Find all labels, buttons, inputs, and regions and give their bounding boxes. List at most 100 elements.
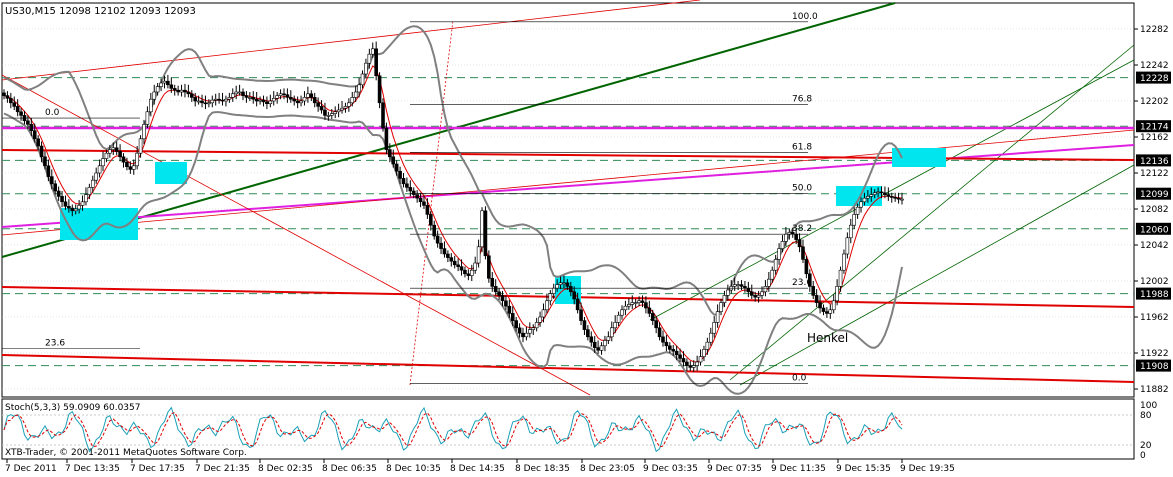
candle-body [220,99,225,102]
candle-body [63,201,68,207]
candle-body [46,165,51,177]
candle-body [94,172,98,181]
x-tick-label: 9 Dec 19:35 [900,464,955,474]
candle-body [685,361,689,366]
candle-body [43,156,47,167]
candle-body [613,322,617,329]
price-level-box [1136,120,1171,133]
candle-body [708,332,713,343]
candle-body [418,197,423,203]
candle-body [732,284,737,287]
candle-body [435,235,440,244]
candle-body [869,194,874,197]
stoch-axis-label: 20 [1140,441,1152,451]
main-panel [1,2,1135,398]
highlight-boxes [60,148,946,304]
candle-body [480,210,484,248]
price-level-label: 12174 [1140,123,1169,133]
candle-body [26,120,30,125]
candle-body [572,291,577,300]
candle-body [900,198,904,201]
candle-body [773,259,778,271]
candle-body [446,253,450,258]
candle-body [442,248,447,255]
candle-body [586,329,590,338]
candle-body [227,97,232,100]
candle-body [360,73,365,86]
candle-body [36,138,40,147]
candle-body [275,95,279,99]
candle-body [278,93,283,96]
candle-body [784,233,788,242]
price-level-box [1136,154,1171,167]
candle-body [408,187,413,192]
candle-body [121,156,126,163]
candle-body [295,100,300,104]
price-level-label: 12060 [1140,225,1169,235]
candle-body [872,192,877,195]
candle-body [661,336,665,343]
candle-body [797,239,802,248]
candle-body [193,97,198,102]
candle-body [353,91,358,98]
candle-body [459,266,464,271]
x-tick-label: 8 Dec 02:35 [258,464,313,474]
candle-body [668,345,672,350]
candle-body [213,98,218,101]
candle-body [637,300,641,303]
candle-body [145,111,150,125]
candle-body [166,80,170,86]
candle-body [118,151,122,158]
candle-body [493,286,498,293]
candle-body [108,149,112,154]
candle-body [886,194,891,197]
candle-body [155,86,160,93]
candle-body [767,278,771,287]
candle-body [575,298,580,311]
candle-body [388,149,392,158]
fib-label: 23.6 [792,278,812,288]
candle-body [12,102,17,107]
candle-body [271,98,276,102]
candle-body [429,214,433,226]
candle-body [538,316,542,323]
candle-body [350,97,355,104]
candle-body [241,91,245,96]
candle-body [217,98,221,101]
candle-body [852,214,856,226]
candle-body [258,99,262,102]
candlestick-series [2,41,904,372]
candle-body [541,309,546,318]
candle-body [794,233,798,240]
candle-body [186,91,191,95]
candle-body [702,349,706,357]
candle-body [695,361,699,366]
candle-body [367,53,372,64]
green-channel-upper [729,44,1135,381]
price-level-box [1136,287,1171,300]
fib-label: 100.0 [792,12,818,22]
candle-body [664,341,669,347]
candle-body [439,242,443,249]
candle-body [282,93,286,96]
candle-body [528,329,532,334]
candle-body [210,99,215,104]
candle-body [777,248,781,260]
candle-body [596,347,600,351]
bollinger-lower [3,111,903,395]
candle-body [497,291,501,296]
candle-body [565,282,570,287]
candle-body [162,80,167,84]
fib-label-left: 0.0 [45,108,60,118]
candle-body [838,269,843,287]
candle-body [309,93,314,98]
candle-body [452,260,457,266]
candle-body [384,127,389,150]
candle-body [650,313,655,321]
candle-body [292,98,297,102]
candle-body [449,257,454,262]
x-tick-label: 9 Dec 15:35 [836,464,891,474]
candle-body [760,291,764,296]
candle-body [104,152,109,159]
